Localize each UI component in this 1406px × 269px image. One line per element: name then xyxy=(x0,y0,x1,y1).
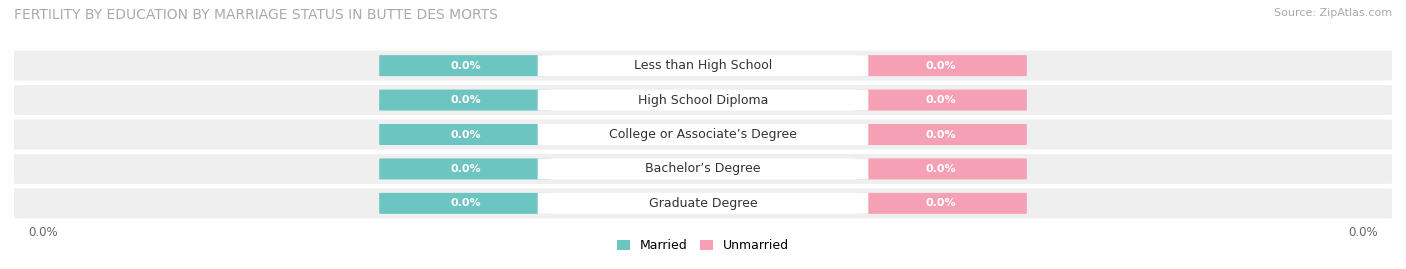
Text: Graduate Degree: Graduate Degree xyxy=(648,197,758,210)
FancyBboxPatch shape xyxy=(855,55,1026,76)
FancyBboxPatch shape xyxy=(380,90,551,111)
FancyBboxPatch shape xyxy=(537,55,869,76)
Text: 0.0%: 0.0% xyxy=(450,164,481,174)
FancyBboxPatch shape xyxy=(7,84,1399,116)
Text: Source: ZipAtlas.com: Source: ZipAtlas.com xyxy=(1274,8,1392,18)
Text: 0.0%: 0.0% xyxy=(450,61,481,71)
FancyBboxPatch shape xyxy=(380,55,551,76)
Text: 0.0%: 0.0% xyxy=(925,129,956,140)
FancyBboxPatch shape xyxy=(537,90,869,111)
FancyBboxPatch shape xyxy=(537,124,869,145)
FancyBboxPatch shape xyxy=(855,90,1026,111)
FancyBboxPatch shape xyxy=(7,153,1399,185)
Text: FERTILITY BY EDUCATION BY MARRIAGE STATUS IN BUTTE DES MORTS: FERTILITY BY EDUCATION BY MARRIAGE STATU… xyxy=(14,8,498,22)
FancyBboxPatch shape xyxy=(380,193,551,214)
FancyBboxPatch shape xyxy=(7,187,1399,220)
Text: 0.0%: 0.0% xyxy=(1348,226,1378,239)
FancyBboxPatch shape xyxy=(7,49,1399,82)
Text: 0.0%: 0.0% xyxy=(28,226,58,239)
Text: 0.0%: 0.0% xyxy=(450,95,481,105)
Text: 0.0%: 0.0% xyxy=(925,198,956,208)
Text: College or Associate’s Degree: College or Associate’s Degree xyxy=(609,128,797,141)
FancyBboxPatch shape xyxy=(855,158,1026,179)
Text: 0.0%: 0.0% xyxy=(925,95,956,105)
Text: Less than High School: Less than High School xyxy=(634,59,772,72)
FancyBboxPatch shape xyxy=(855,193,1026,214)
Legend: Married, Unmarried: Married, Unmarried xyxy=(612,234,794,257)
Text: 0.0%: 0.0% xyxy=(450,198,481,208)
FancyBboxPatch shape xyxy=(537,193,869,214)
Text: 0.0%: 0.0% xyxy=(925,164,956,174)
FancyBboxPatch shape xyxy=(380,158,551,179)
Text: 0.0%: 0.0% xyxy=(925,61,956,71)
FancyBboxPatch shape xyxy=(537,158,869,179)
Text: High School Diploma: High School Diploma xyxy=(638,94,768,107)
FancyBboxPatch shape xyxy=(855,124,1026,145)
Text: Bachelor’s Degree: Bachelor’s Degree xyxy=(645,162,761,175)
FancyBboxPatch shape xyxy=(7,118,1399,151)
FancyBboxPatch shape xyxy=(380,124,551,145)
Text: 0.0%: 0.0% xyxy=(450,129,481,140)
